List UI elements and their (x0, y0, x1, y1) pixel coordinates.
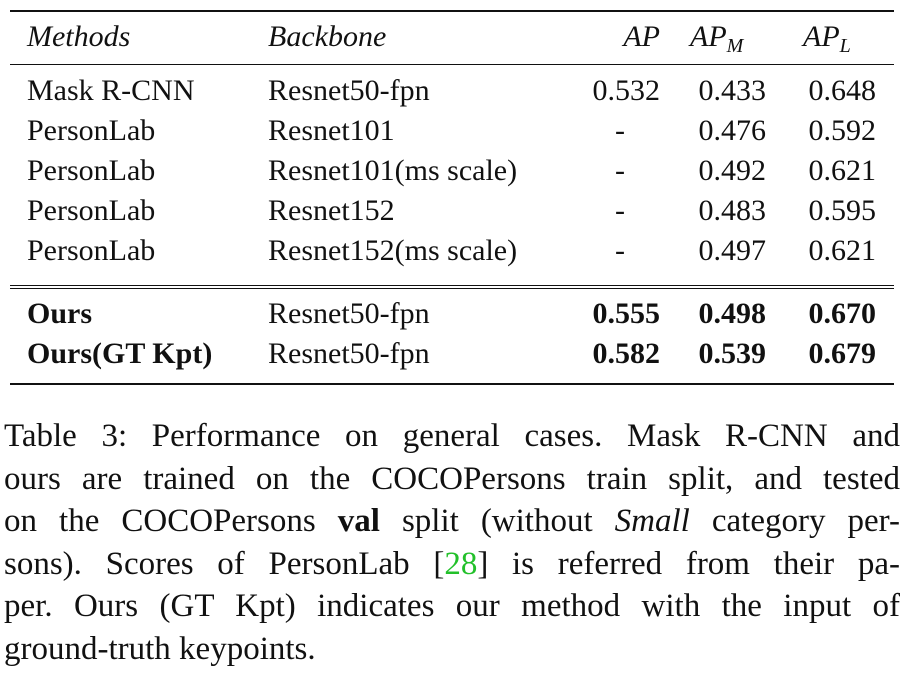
cell-ap: - (615, 154, 625, 187)
caption-line: Table 3: Performance on general cases. M… (4, 418, 900, 454)
cell-backbone: Resnet50-fpn (268, 297, 430, 330)
caption-text: category per- (689, 503, 900, 539)
cell-apl: 0.621 (808, 154, 877, 187)
table-mid-rule-2 (10, 288, 894, 289)
cell-apl: 0.595 (808, 194, 877, 227)
cell-apm: 0.433 (698, 74, 767, 107)
cell-apm: 0.498 (698, 297, 767, 330)
table-header-rule (10, 64, 894, 65)
header-apl: APL (803, 20, 851, 57)
header-ap: AP (623, 20, 660, 53)
cell-method: PersonLab (27, 114, 156, 147)
table-top-rule (10, 10, 894, 12)
caption-bold-val: val (337, 503, 380, 539)
caption-line: ours are trained on the COCOPersons trai… (4, 460, 900, 497)
cell-apl: 0.592 (808, 114, 877, 147)
caption-italic-small: Small (614, 503, 690, 539)
table-bottom-rule (10, 383, 894, 385)
header-methods: Methods (27, 20, 131, 53)
cell-apm: 0.539 (698, 337, 767, 370)
cell-apm: 0.476 (698, 114, 767, 147)
header-apl-sub: L (839, 35, 851, 57)
cell-method: Ours(GT Kpt) (27, 337, 213, 370)
table-caption: Table 3: Performance on general cases. M… (4, 415, 900, 670)
cell-ap: 0.532 (592, 74, 661, 107)
citation-link[interactable]: 28 (444, 545, 478, 582)
cell-backbone: Resnet101(ms scale) (268, 154, 518, 187)
cell-backbone: Resnet101 (268, 114, 395, 147)
caption-text: sons). Scores of PersonLab [ (4, 545, 445, 582)
header-apm-sub: M (726, 35, 744, 57)
caption-text: ] is referred from their pa- (477, 545, 900, 582)
header-apl-base: AP (803, 20, 840, 53)
cell-backbone: Resnet152(ms scale) (268, 234, 518, 267)
cell-backbone: Resnet50-fpn (268, 337, 430, 370)
cell-ap: - (615, 194, 625, 227)
cell-apm: 0.497 (698, 234, 767, 267)
header-apm: APM (690, 20, 744, 57)
cell-backbone: Resnet152 (268, 194, 395, 227)
cell-method: PersonLab (27, 234, 156, 267)
cell-backbone: Resnet50-fpn (268, 74, 430, 107)
cell-ap: - (615, 114, 625, 147)
cell-apl: 0.670 (808, 297, 877, 330)
cell-method: Ours (27, 297, 93, 330)
cell-apm: 0.492 (698, 154, 767, 187)
caption-text: split (without (379, 503, 615, 539)
caption-line: sons). Scores of PersonLab [28] is refer… (4, 543, 900, 586)
caption-line: per. Ours (GT Kpt) indicates our method … (4, 588, 900, 624)
table-mid-rule (10, 285, 894, 286)
cell-apl: 0.621 (808, 234, 877, 267)
caption-line: on the COCOPersons val split (without Sm… (4, 500, 900, 543)
cell-ap: 0.582 (592, 337, 661, 370)
cell-method: PersonLab (27, 154, 156, 187)
caption-line: ground-truth keypoints. (4, 630, 316, 667)
cell-method: Mask R-CNN (27, 74, 195, 107)
cell-method: PersonLab (27, 194, 156, 227)
cell-ap: - (615, 234, 625, 267)
cell-apl: 0.648 (808, 74, 877, 107)
header-backbone: Backbone (268, 20, 387, 53)
header-apm-base: AP (690, 20, 727, 53)
cell-apl: 0.679 (808, 337, 877, 370)
caption-text: on the COCOPersons (4, 503, 338, 539)
cell-ap: 0.555 (592, 297, 661, 330)
cell-apm: 0.483 (698, 194, 767, 227)
